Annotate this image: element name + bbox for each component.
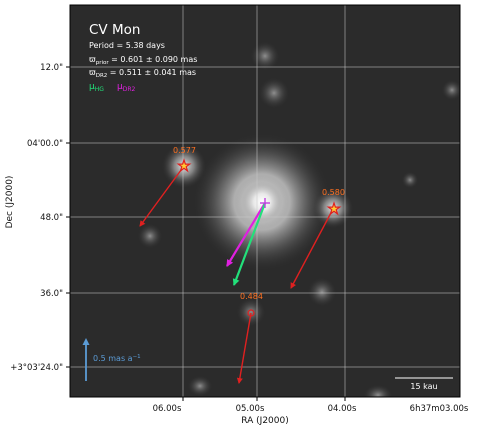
- proper-motion-arrows: [139, 165, 334, 384]
- star-top-1: [251, 42, 279, 70]
- legend-mu-dr2: μDR2: [117, 82, 136, 93]
- companion-2-label: 0.580: [322, 188, 345, 197]
- companion-2-star-marker: [326, 201, 342, 216]
- star-faint-bottom: [364, 385, 392, 397]
- scale-indicators: 0.5 mas a−1 15 kau: [82, 338, 453, 391]
- star-top-2: [259, 78, 289, 108]
- companion-1-arrow: [139, 165, 185, 227]
- markers: [176, 158, 342, 317]
- x-tick-label: 05.00s: [236, 404, 265, 414]
- mu-hg-arrow: [232, 202, 267, 286]
- y-tick-label: 04'00.0": [27, 139, 63, 149]
- companion-2-arrow: [290, 208, 334, 289]
- x-axis-label: RA (J2000): [241, 416, 289, 426]
- mu-dr2-arrow: [226, 202, 266, 267]
- star-faint-bottom-left: [188, 376, 212, 396]
- x-axis: 06.00s 05.00s 04.00s 6h37m03.00s RA (J20…: [153, 404, 469, 426]
- x-tick-label: 6h37m03.00s: [410, 404, 469, 414]
- companion-1-label: 0.577: [173, 146, 196, 155]
- star-faint-left: [138, 224, 162, 248]
- y-axis: 12.0" 04'00.0" 48.0" 36.0" +3°03'24.0" D…: [5, 63, 63, 373]
- y-axis-label: Dec (J2000): [5, 176, 15, 229]
- parallax-dr2-text: ϖDR2 = 0.511 ± 0.041 mas: [89, 68, 196, 79]
- legend-mu-hg: μHG: [89, 82, 104, 93]
- plot-frame: [69, 4, 461, 398]
- y-tick-label: 12.0": [40, 63, 63, 73]
- star-faint-mid: [402, 172, 418, 188]
- y-tick-label: 48.0": [40, 213, 63, 223]
- parallax-prior-text: ϖprior = 0.601 ± 0.090 mas: [89, 55, 197, 66]
- y-tick-label: +3°03'24.0": [10, 363, 63, 373]
- y-tick-label: 36.0": [40, 289, 63, 299]
- tick-marks: [66, 66, 346, 401]
- annotations: CV Mon Period = 5.38 days ϖprior = 0.601…: [89, 22, 197, 93]
- sky-image: [70, 5, 460, 397]
- grid: [70, 5, 460, 397]
- star-faint-right: [308, 278, 336, 306]
- central-star-marker: [260, 198, 270, 208]
- chart-title: CV Mon: [89, 22, 140, 38]
- period-text: Period = 5.38 days: [89, 41, 165, 50]
- star-lower: [237, 298, 265, 326]
- x-tick-label: 06.00s: [153, 404, 182, 414]
- companion-3-circle-marker: [247, 309, 255, 317]
- x-tick-label: 04.00s: [328, 404, 357, 414]
- companion-labels: 0.577 0.580 0.484: [173, 146, 345, 301]
- companion-3-label: 0.484: [240, 292, 263, 301]
- scale-arrow-label: 0.5 mas a−1: [93, 354, 141, 363]
- companion-1-star-marker: [176, 158, 192, 173]
- scale-bar-label: 15 kau: [410, 382, 437, 391]
- companion-3-arrow: [236, 312, 252, 384]
- star-faint-topright: [442, 80, 460, 100]
- central-star-core: [234, 174, 290, 230]
